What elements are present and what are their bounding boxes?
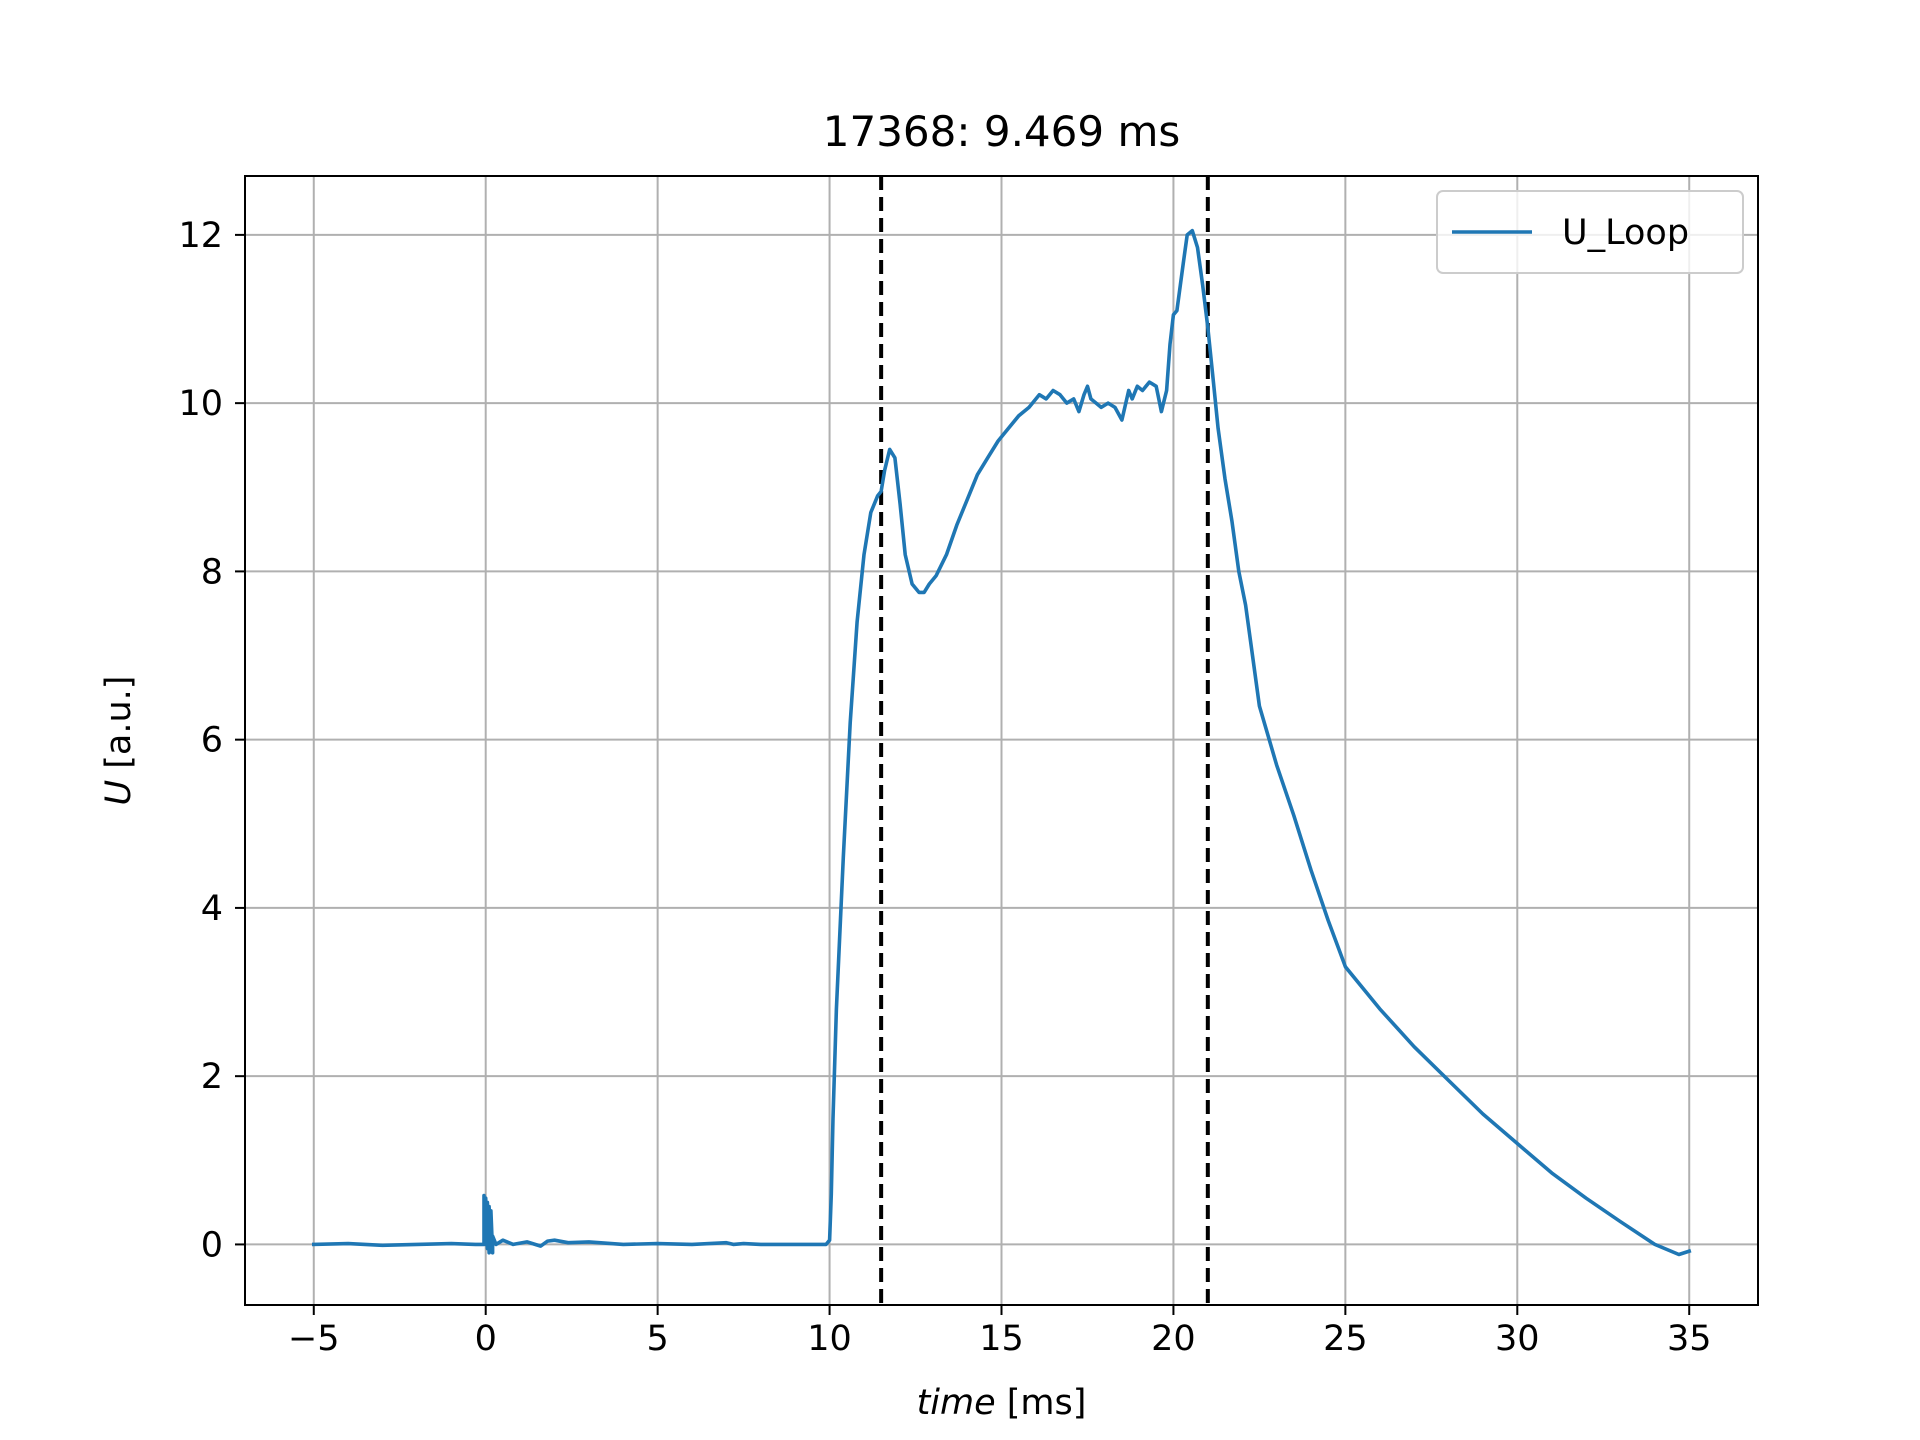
y-axis-unit: [a.u.] [99,676,139,780]
x-axis-variable: time [917,1383,996,1423]
legend-label: U_Loop [1562,213,1689,253]
chart-title: 17368: 9.469 ms [823,107,1181,156]
y-axis-variable: U [99,780,139,806]
x-axis-ticks: −5 0 5 10 15 20 25 30 35 [288,1305,1712,1359]
x-tick-label: 10 [807,1319,852,1359]
series-line [311,228,1692,1257]
y-tick-label: 2 [201,1057,223,1097]
y-tick-label: 4 [201,889,223,929]
grid [245,176,1758,1305]
x-tick-label: 15 [979,1319,1024,1359]
x-tick-label: 35 [1667,1319,1712,1359]
legend: U_Loop [1436,190,1744,274]
x-axis-label: time [ms] [917,1383,1087,1423]
y-tick-label: 8 [201,552,223,592]
x-tick-label: 5 [646,1319,668,1359]
x-axis-unit: [ms] [996,1383,1087,1423]
y-tick-label: 0 [201,1225,223,1265]
legend-box [1436,190,1744,274]
y-axis-ticks: 0 2 4 6 8 10 12 [178,216,245,1265]
x-tick-label: 25 [1323,1319,1368,1359]
series-layer [311,228,1692,1257]
y-tick-label: 6 [201,721,223,761]
x-tick-label: 20 [1151,1319,1196,1359]
x-tick-label: 0 [475,1319,497,1359]
y-tick-label: 10 [178,384,223,424]
x-tick-label: 30 [1495,1319,1540,1359]
y-axis-label: U [a.u.] [99,676,139,806]
y-tick-label: 12 [178,216,223,256]
x-tick-label: −5 [288,1319,340,1359]
